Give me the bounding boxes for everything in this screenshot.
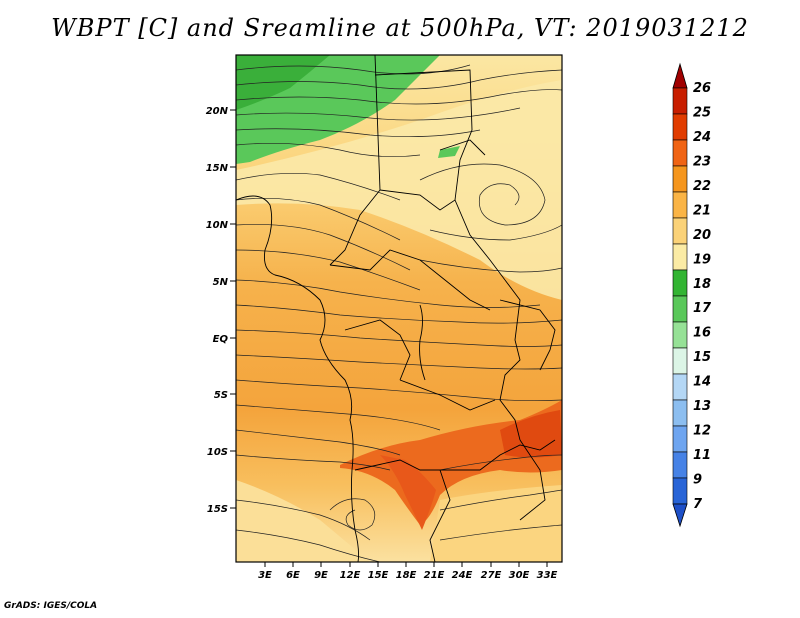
colorbar-label: 17	[693, 301, 712, 316]
colorbar-label: 26	[693, 81, 711, 96]
lat-label: 10S	[207, 447, 228, 458]
lat-label: 5S	[214, 390, 228, 401]
colorbar-segment	[672, 347, 688, 375]
colorbar-segment	[672, 243, 688, 271]
credit-text: GrADS: IGES/COLA	[4, 601, 98, 611]
colorbar-top-arrow	[672, 62, 688, 89]
lat-label: 20N	[206, 106, 229, 117]
wbpt-23-tongue	[380, 455, 436, 530]
lon-label: 15E	[368, 570, 389, 581]
colorbar-label: 21	[693, 203, 711, 218]
lon-label: 27E	[481, 570, 502, 581]
colorbar-label: 13	[693, 399, 711, 414]
wbpt-20-sw	[236, 480, 370, 562]
colorbar-label: 9	[693, 473, 702, 488]
colorbar-label: 25	[693, 105, 711, 120]
colorbar-segment	[672, 477, 688, 505]
lon-label: 6E	[286, 570, 300, 581]
longitude-axis: 3E 6E 9E 12E 15E 18E 21E 24E 27E 30E 33E	[258, 562, 558, 581]
wbpt-17-patch	[438, 146, 460, 158]
lon-label: 33E	[537, 570, 558, 581]
colorbar-label: 24	[693, 130, 711, 145]
colorbar-label: 22	[693, 179, 711, 194]
colorbar-label: 23	[693, 154, 711, 169]
lon-label: 18E	[396, 570, 417, 581]
lat-label: 15N	[206, 163, 229, 174]
country-borders	[236, 55, 556, 562]
colorbar-label: 19	[693, 252, 711, 267]
lat-label: EQ	[213, 334, 229, 345]
colorbar: 26 25 24 23 22 21 20 19 18 17 16 15 14 13 12 11 9 7	[672, 62, 712, 528]
map-title: WBPT [C] and Sreamline at 500hPa, VT: 20…	[51, 14, 749, 42]
colorbar-segment	[672, 139, 688, 167]
colorbar-segment	[672, 425, 688, 453]
lon-label: 3E	[258, 570, 272, 581]
colorbar-label: 18	[693, 277, 711, 292]
wbpt-19-zone	[236, 80, 562, 300]
colorbar-segment	[672, 321, 688, 349]
colorbar-label: 15	[693, 350, 711, 365]
colorbar-segment	[672, 373, 688, 401]
colorbar-segment	[672, 165, 688, 193]
wbpt-20-se	[430, 485, 562, 562]
wbpt-18-zone	[236, 55, 330, 110]
lon-label: 12E	[340, 570, 361, 581]
colorbar-segment	[672, 451, 688, 479]
colorbar-segment	[672, 113, 688, 141]
colorbar-segment	[672, 191, 688, 219]
lon-label: 21E	[424, 570, 445, 581]
colorbar-segment	[672, 399, 688, 427]
colorbar-bottom-arrow	[672, 503, 688, 528]
map-frame	[235, 54, 563, 563]
colorbar-label: 11	[693, 448, 711, 463]
map-area	[236, 55, 562, 562]
lat-label: 5N	[213, 277, 229, 288]
latitude-axis: 20N 15N 10N 5N EQ 5S 10S 15S	[206, 106, 236, 515]
colorbar-segment	[672, 269, 688, 297]
colorbar-label: 20	[693, 228, 711, 243]
lon-label: 30E	[509, 570, 530, 581]
colorbar-segment	[672, 87, 688, 115]
lat-label: 15S	[207, 504, 228, 515]
colorbar-segment	[672, 217, 688, 245]
lon-label: 24E	[452, 570, 473, 581]
colorbar-label: 12	[693, 424, 711, 439]
colorbar-label: 14	[693, 375, 711, 390]
colorbar-segment	[672, 295, 688, 323]
colorbar-label: 16	[693, 326, 711, 341]
colorbar-label: 7	[693, 497, 703, 512]
lat-label: 10N	[206, 220, 229, 231]
lon-label: 9E	[314, 570, 328, 581]
